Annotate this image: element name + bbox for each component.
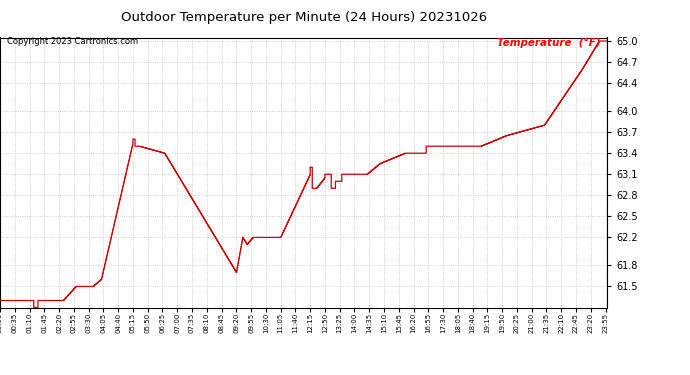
Text: Temperature  (°F): Temperature (°F)	[497, 38, 600, 48]
Text: Copyright 2023 Cartronics.com: Copyright 2023 Cartronics.com	[7, 38, 138, 46]
Text: Outdoor Temperature per Minute (24 Hours) 20231026: Outdoor Temperature per Minute (24 Hours…	[121, 11, 486, 24]
